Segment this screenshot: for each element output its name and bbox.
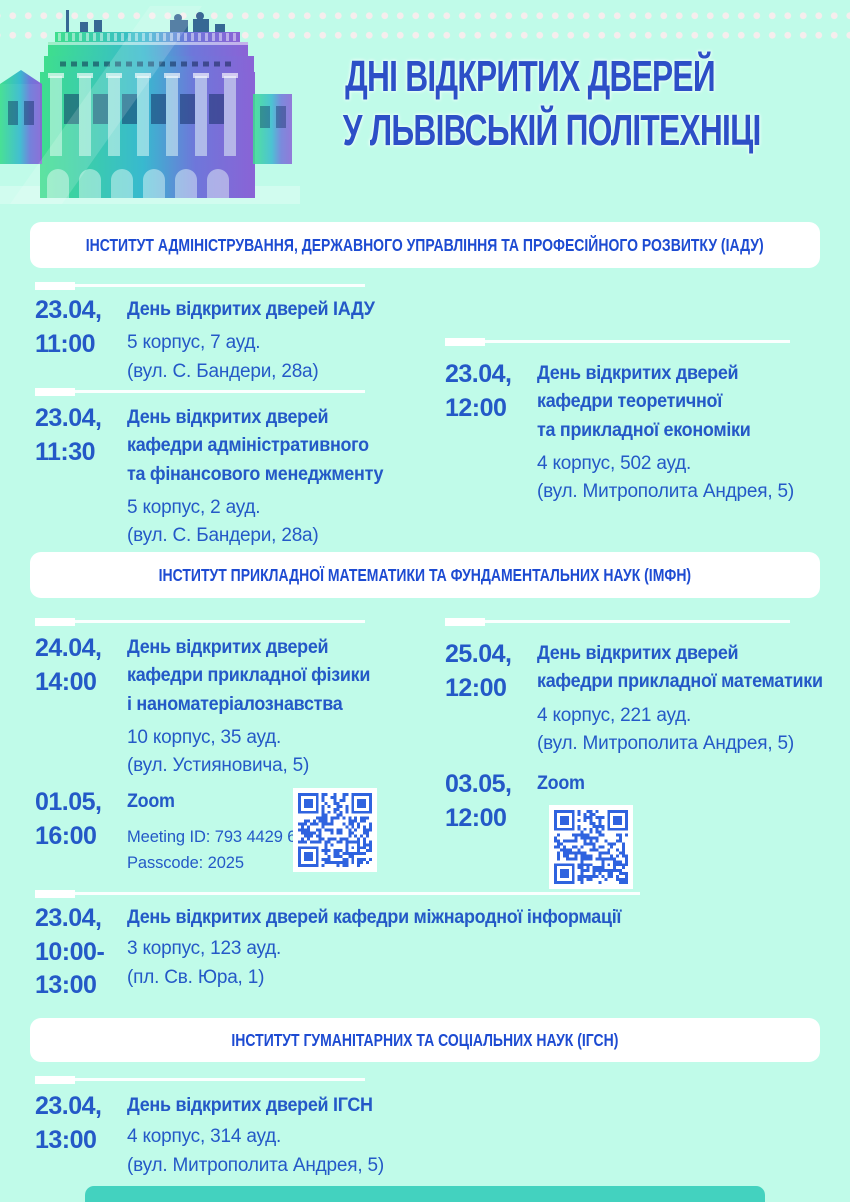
event-title: День відкритих дверей кафедри адміністра… [127,406,384,485]
poster-title-line2: У ЛЬВІВСЬКІЙ ПОЛІТЕХНІЦІ [342,105,762,155]
event-venue: 4 корпус, 221 ауд. [537,704,692,726]
event-datetime: 23.04, 11:30 [35,402,127,551]
event-time: 14:00 [35,667,97,696]
statues-silhouette [66,10,225,34]
event-title: Zoom [537,772,585,794]
event-date: 23.04, [35,904,102,932]
event-date: 25.04, [445,640,512,668]
event-date: 23.04, [35,404,102,432]
event-venue: 3 корпус, 123 ауд. [127,938,282,960]
event-location: 5 корпус, 7 ауд. (вул. С. Бандери, 28а) [127,329,396,386]
event-ihsn-open-day: 23.04, 13:00 День відкритих дверей ІГСН … [35,1090,394,1180]
event-venue: 4 корпус, 502 ауд. [537,452,692,474]
event-date: 24.04, [35,634,102,662]
event-address: (вул. С. Бандери, 28а) [127,360,319,382]
event-date: 01.05, [35,788,102,816]
qr-code [549,805,633,890]
event-time: 12:00 [445,803,507,832]
event-address: (вул. Митрополита Андрея, 5) [537,481,795,503]
event-venue: 5 корпус, 2 ауд. [127,496,261,518]
event-address: (вул. Устияновича, 5) [127,755,310,777]
event-divider [35,618,365,626]
event-economics-dept: 23.04, 12:00 День відкритих дверей кафед… [445,358,794,507]
event-venue: 4 корпус, 314 ауд. [127,1126,282,1148]
footer-tab-decoration [85,1186,765,1202]
poster-title-line1: ДНІ ВІДКРИТИХ ДВЕРЕЙ [345,52,716,101]
event-divider [35,1076,365,1084]
event-title: День відкритих дверей кафедри прикладної… [537,642,823,693]
event-venue: 10 корпус, 35 ауд. [127,726,282,748]
event-iadu-open-day: 23.04, 11:00 День відкритих дверей ІАДУ … [35,294,396,386]
zoom-meeting-id: Meeting ID: 793 4429 6665 [127,828,324,847]
event-datetime: 01.05, 16:00 [35,786,127,876]
section-heading-imfn: ІНСТИТУТ ПРИКЛАДНОЇ МАТЕМАТИКИ ТА ФУНДАМ… [30,552,820,598]
event-datetime: 24.04, 14:00 [35,632,127,781]
event-applied-physics-dept: 24.04, 14:00 День відкритих дверей кафед… [35,632,391,781]
event-intl-information-dept: 23.04, 10:00- 13:00 День відкритих двере… [35,902,664,1003]
event-datetime: 23.04, 11:00 [35,294,127,386]
event-zoom-0305: 03.05, 12:00 Zoom [445,768,633,890]
event-title: День відкритих дверей кафедри міжнародно… [127,906,622,928]
qr-code [293,788,377,872]
zoom-passcode: Passcode: 2025 [127,853,244,872]
event-location: 3 корпус, 123 ауд. (пл. Св. Юра, 1) [127,935,664,992]
columns [48,73,238,156]
event-title: День відкритих дверей кафедри прикладної… [127,636,371,715]
section-heading-text: ІНСТИТУТ ПРИКЛАДНОЇ МАТЕМАТИКИ ТА ФУНДАМ… [158,564,692,585]
event-applied-math-dept: 25.04, 12:00 День відкритих дверей кафед… [445,638,848,759]
section-heading-text: ІНСТИТУТ АДМІНІСТРУВАННЯ, ДЕРЖАВНОГО УПР… [86,234,764,255]
event-location: 4 корпус, 502 ауд. (вул. Митрополита Анд… [537,450,794,507]
section-heading-ihsn: ІНСТИТУТ ГУМАНІТАРНИХ ТА СОЦІАЛЬНИХ НАУК… [30,1018,820,1062]
event-admin-finance-dept: 23.04, 11:30 День відкритих дверей кафед… [35,402,406,551]
event-title: День відкритих дверей ІГСН [127,1094,373,1116]
building-photo [0,6,292,204]
zoom-credentials: Meeting ID: 793 4429 6665 Passcode: 2025 [127,825,324,876]
event-datetime: 25.04, 12:00 [445,638,537,759]
event-datetime: 03.05, 12:00 [445,768,537,889]
event-time: 10:00- [35,937,105,966]
event-venue: 5 корпус, 7 ауд. [127,332,261,354]
event-datetime: 23.04, 12:00 [445,358,537,507]
event-date: 23.04, [445,360,512,388]
event-title: Zoom [127,790,175,812]
event-divider [445,618,790,626]
event-divider [445,338,790,346]
event-time: 12:00 [445,393,507,422]
event-divider [35,282,365,290]
event-divider [35,388,365,396]
event-title: День відкритих дверей кафедри теоретично… [537,362,751,441]
event-zoom-0105: 01.05, 16:00 Zoom Meeting ID: 793 4429 6… [35,786,324,876]
windows [64,94,224,124]
event-address: (пл. Св. Юра, 1) [127,966,265,988]
event-location: 4 корпус, 221 ауд. (вул. Митрополита Анд… [537,702,848,759]
event-datetime: 23.04, 13:00 [35,1090,127,1180]
event-datetime: 23.04, 10:00- 13:00 [35,902,127,1003]
event-location: 5 корпус, 2 ауд. (вул. С. Бандери, 28а) [127,494,406,551]
event-title: День відкритих дверей ІАДУ [127,298,375,320]
event-time: 16:00 [35,821,97,850]
event-location: 10 корпус, 35 ауд. (вул. Устияновича, 5) [127,724,391,781]
event-date: 03.05, [445,770,512,798]
event-divider [35,890,640,898]
event-address: (вул. Митрополита Андрея, 5) [127,1154,385,1176]
event-time: 11:30 [35,437,96,466]
event-time: 11:00 [35,329,96,358]
event-date: 23.04, [35,1092,102,1120]
event-location: 4 корпус, 314 ауд. (вул. Митрополита Анд… [127,1123,394,1180]
arches [47,169,229,198]
poster-title: ДНІ ВІДКРИТИХ ДВЕРЕЙ У ЛЬВІВСЬКІЙ ПОЛІТЕ… [270,50,790,157]
event-time: 12:00 [445,673,507,702]
event-date: 23.04, [35,296,102,324]
event-time-end: 13:00 [35,971,97,999]
section-heading-iadu: ІНСТИТУТ АДМІНІСТРУВАННЯ, ДЕРЖАВНОГО УПР… [30,222,820,268]
section-heading-text: ІНСТИТУТ ГУМАНІТАРНИХ ТА СОЦІАЛЬНИХ НАУК… [231,1029,619,1050]
event-address: (вул. Митрополита Андрея, 5) [537,733,795,755]
event-time: 13:00 [35,1125,97,1154]
event-address: (вул. С. Бандери, 28а) [127,525,319,547]
